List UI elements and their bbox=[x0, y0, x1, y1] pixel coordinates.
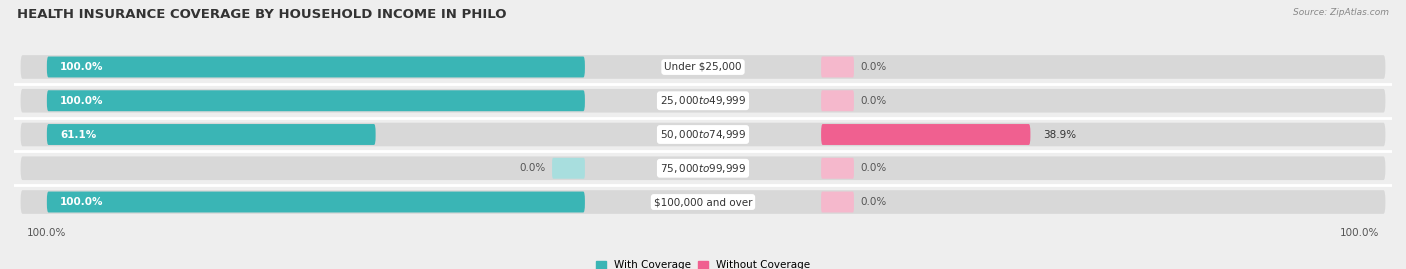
Text: 100.0%: 100.0% bbox=[60, 96, 104, 106]
Text: HEALTH INSURANCE COVERAGE BY HOUSEHOLD INCOME IN PHILO: HEALTH INSURANCE COVERAGE BY HOUSEHOLD I… bbox=[17, 8, 506, 21]
FancyBboxPatch shape bbox=[821, 124, 1031, 145]
Text: 100.0%: 100.0% bbox=[60, 62, 104, 72]
FancyBboxPatch shape bbox=[821, 56, 853, 77]
Text: 38.9%: 38.9% bbox=[1043, 129, 1077, 140]
Text: 0.0%: 0.0% bbox=[860, 163, 887, 173]
FancyBboxPatch shape bbox=[21, 55, 1385, 79]
Text: $75,000 to $99,999: $75,000 to $99,999 bbox=[659, 162, 747, 175]
Text: 0.0%: 0.0% bbox=[860, 96, 887, 106]
Text: $25,000 to $49,999: $25,000 to $49,999 bbox=[659, 94, 747, 107]
FancyBboxPatch shape bbox=[21, 157, 1385, 180]
Text: Source: ZipAtlas.com: Source: ZipAtlas.com bbox=[1294, 8, 1389, 17]
Text: 0.0%: 0.0% bbox=[860, 62, 887, 72]
Text: Under $25,000: Under $25,000 bbox=[664, 62, 742, 72]
Text: 100.0%: 100.0% bbox=[60, 197, 104, 207]
Text: $50,000 to $74,999: $50,000 to $74,999 bbox=[659, 128, 747, 141]
FancyBboxPatch shape bbox=[821, 192, 853, 213]
FancyBboxPatch shape bbox=[21, 190, 1385, 214]
FancyBboxPatch shape bbox=[821, 158, 853, 179]
Legend: With Coverage, Without Coverage: With Coverage, Without Coverage bbox=[596, 260, 810, 269]
Text: 61.1%: 61.1% bbox=[60, 129, 96, 140]
FancyBboxPatch shape bbox=[553, 158, 585, 179]
FancyBboxPatch shape bbox=[46, 90, 585, 111]
FancyBboxPatch shape bbox=[21, 89, 1385, 112]
FancyBboxPatch shape bbox=[46, 56, 585, 77]
FancyBboxPatch shape bbox=[46, 192, 585, 213]
Text: $100,000 and over: $100,000 and over bbox=[654, 197, 752, 207]
Text: 0.0%: 0.0% bbox=[860, 197, 887, 207]
Text: 0.0%: 0.0% bbox=[519, 163, 546, 173]
FancyBboxPatch shape bbox=[821, 90, 853, 111]
FancyBboxPatch shape bbox=[46, 124, 375, 145]
FancyBboxPatch shape bbox=[21, 123, 1385, 146]
